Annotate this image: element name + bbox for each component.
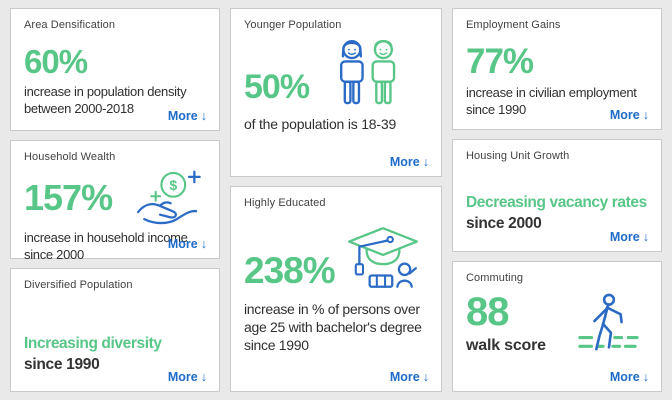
- card-employment-gains: Employment Gains 77% increase in civilia…: [452, 8, 662, 130]
- more-label: More: [167, 370, 198, 384]
- walk-score-block: 88 walk score: [466, 292, 546, 355]
- statement-subtext: since 1990: [24, 356, 100, 373]
- card-title: Housing Unit Growth: [466, 150, 570, 162]
- card-title: Employment Gains: [466, 19, 561, 31]
- statement-text: Decreasing vacancy rates: [466, 194, 647, 211]
- card-housing-unit-growth: Housing Unit Growth Decreasing vacancy r…: [452, 139, 662, 252]
- stat-description: increase in household income since 2000: [24, 230, 188, 262]
- card-title: Area Densification: [24, 19, 116, 31]
- card-title: Younger Population: [244, 19, 342, 31]
- stat-value: 60%: [24, 43, 88, 80]
- walking-person-icon: [576, 292, 640, 356]
- more-label: More: [389, 155, 420, 169]
- card-household-wealth: Household Wealth 157% $ increase in hous…: [10, 140, 220, 262]
- more-label: More: [167, 237, 198, 251]
- down-arrow-icon: ↓: [422, 155, 429, 169]
- down-arrow-icon: ↓: [200, 109, 207, 123]
- card-title: Diversified Population: [24, 279, 133, 291]
- stat-description: walk score: [466, 337, 546, 354]
- more-label: More: [609, 230, 640, 244]
- down-arrow-icon: ↓: [200, 370, 207, 384]
- more-link[interactable]: More ↓: [610, 370, 649, 384]
- more-label: More: [167, 109, 198, 123]
- more-link[interactable]: More ↓: [390, 155, 429, 169]
- card-commuting: Commuting 88 walk score: [452, 261, 662, 392]
- two-people-icon: [335, 35, 398, 107]
- more-link[interactable]: More ↓: [610, 230, 649, 244]
- stat-row: 50%: [244, 35, 428, 107]
- more-link[interactable]: More ↓: [610, 108, 649, 122]
- down-arrow-icon: ↓: [200, 237, 207, 251]
- more-label: More: [389, 370, 420, 384]
- card-diversified-population: Diversified Population Increasing divers…: [10, 268, 220, 392]
- down-arrow-icon: ↓: [642, 370, 649, 384]
- down-arrow-icon: ↓: [642, 108, 649, 122]
- stat-description: increase in population density between 2…: [24, 84, 187, 116]
- column-right: Employment Gains 77% increase in civilia…: [452, 8, 662, 392]
- stat-description: increase in civilian employment since 19…: [466, 85, 637, 117]
- more-label: More: [609, 108, 640, 122]
- statement-text: Increasing diversity: [24, 335, 162, 352]
- card-highly-educated: Highly Educated 238%: [230, 186, 442, 392]
- card-title: Highly Educated: [244, 197, 326, 209]
- statement-subtext: since 2000: [466, 215, 542, 232]
- stat-description: of the population is 18-39: [244, 116, 397, 132]
- more-label: More: [609, 370, 640, 384]
- stat-row: 238%: [244, 225, 428, 291]
- card-title: Commuting: [466, 272, 524, 284]
- stat-row: 157% $: [24, 169, 206, 227]
- column-left: Area Densification 60% increase in popul…: [10, 8, 220, 392]
- more-link[interactable]: More ↓: [168, 109, 207, 123]
- graduation-cap-icon: [345, 225, 421, 291]
- svg-text:$: $: [169, 177, 177, 193]
- stat-value: 77%: [466, 42, 534, 81]
- card-area-densification: Area Densification 60% increase in popul…: [10, 8, 220, 131]
- column-middle: Younger Population 50%: [230, 8, 442, 392]
- card-younger-population: Younger Population 50%: [230, 8, 442, 177]
- stat-value: 157%: [24, 177, 113, 218]
- more-link[interactable]: More ↓: [168, 370, 207, 384]
- stat-value: 88: [466, 290, 509, 334]
- card-title: Household Wealth: [24, 151, 116, 163]
- stat-description: increase in % of persons over age 25 wit…: [244, 301, 422, 353]
- money-in-hand-icon: $: [130, 169, 206, 227]
- down-arrow-icon: ↓: [422, 370, 429, 384]
- stat-value: 238%: [244, 250, 336, 291]
- stat-value: 50%: [244, 68, 310, 106]
- down-arrow-icon: ↓: [642, 230, 649, 244]
- stat-row: 88 walk score: [466, 292, 648, 356]
- more-link[interactable]: More ↓: [168, 237, 207, 251]
- more-link[interactable]: More ↓: [390, 370, 429, 384]
